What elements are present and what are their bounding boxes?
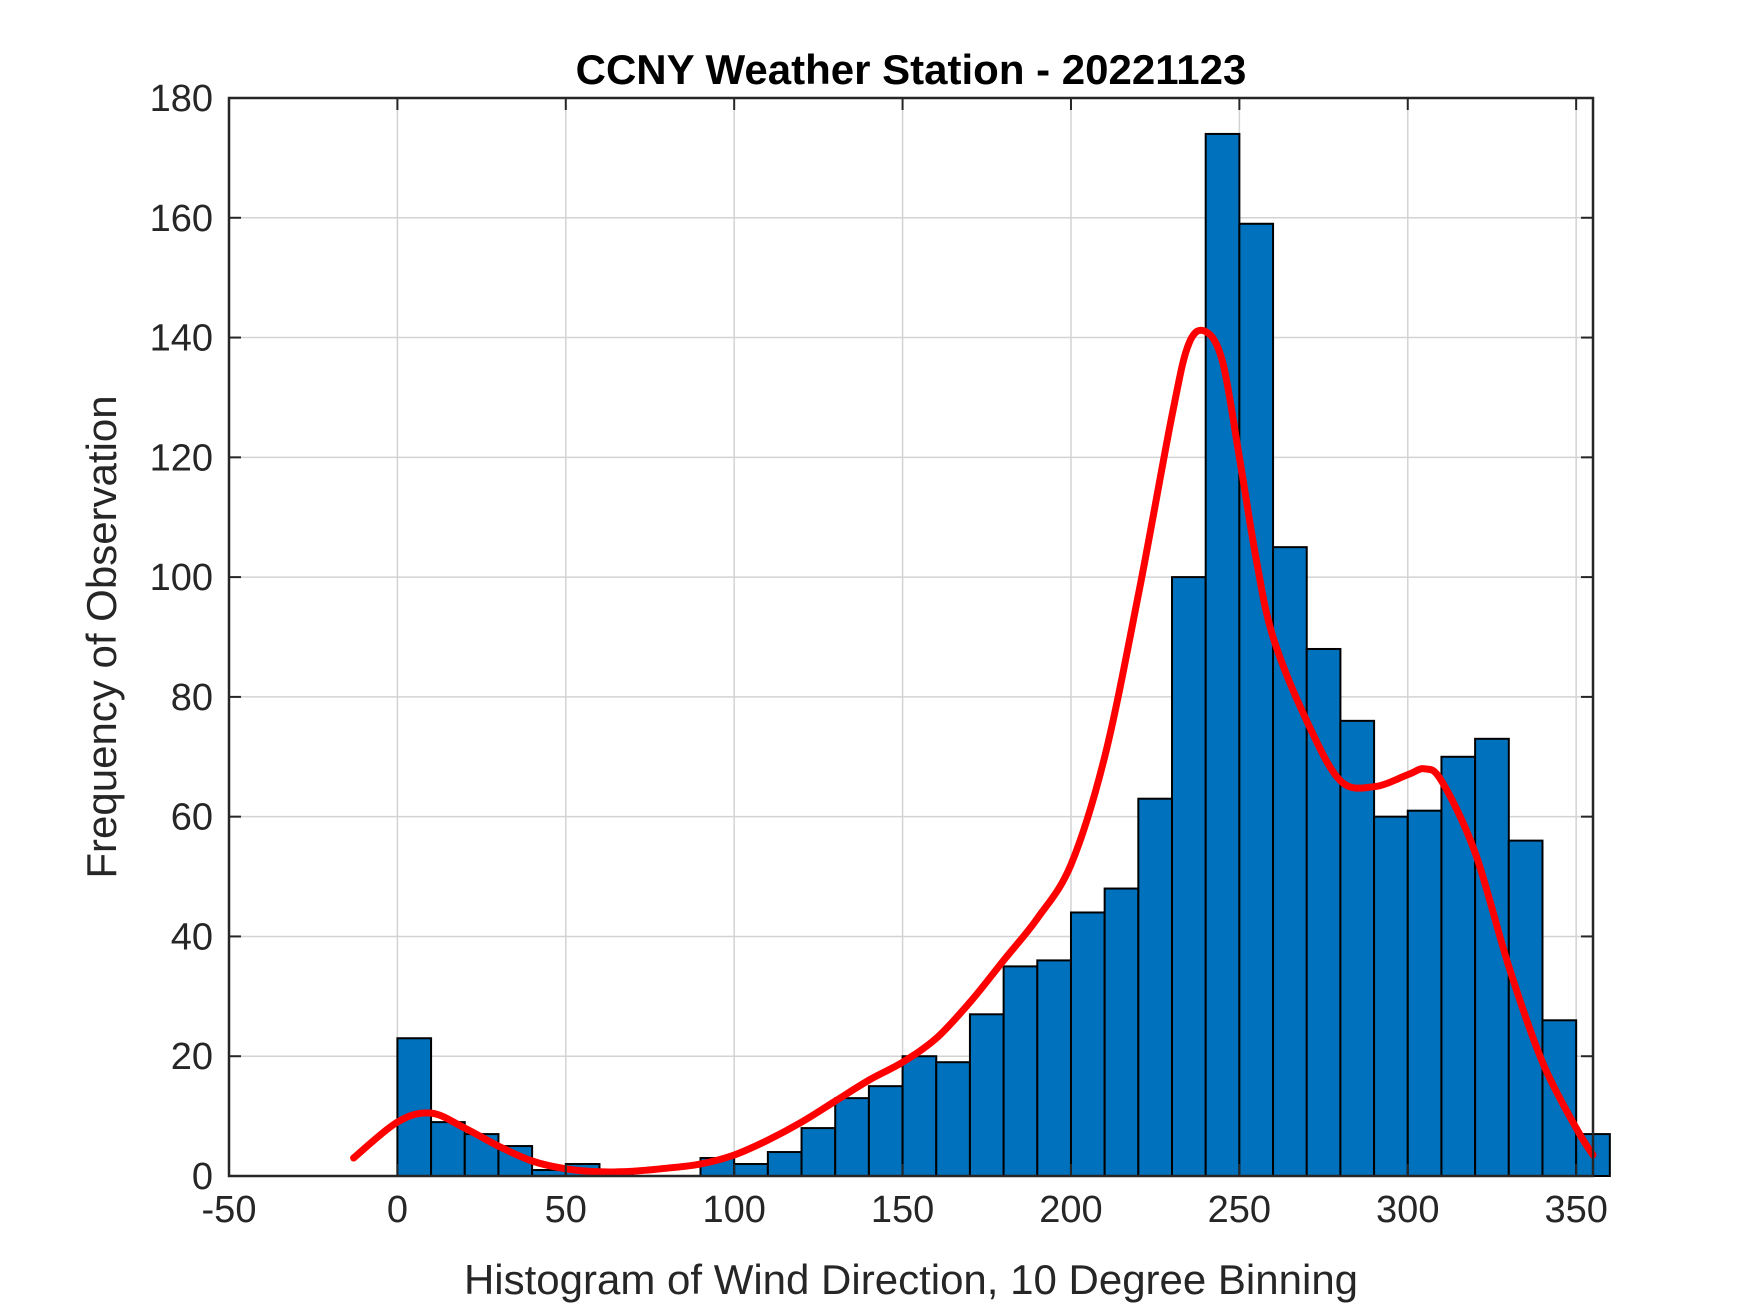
- y-tick-label: 40: [171, 916, 213, 958]
- histogram-bar: [1204, 132, 1241, 1177]
- axis-ticks: [228, 97, 1593, 1177]
- histogram-bars: [396, 132, 1611, 1178]
- histogram-bar: [834, 1097, 870, 1177]
- histogram-bar: [1002, 965, 1039, 1178]
- histogram-bar: [968, 1013, 1005, 1177]
- x-tick-label: 100: [702, 1189, 765, 1231]
- y-tick-label: 140: [150, 318, 213, 360]
- x-tick-label: 150: [871, 1189, 934, 1231]
- density-curve: [350, 326, 1597, 1176]
- x-tick-label: 250: [1208, 1189, 1271, 1231]
- chart-title: CCNY Weather Station - 20221123: [576, 46, 1247, 93]
- x-tick-label: 0: [387, 1189, 408, 1231]
- histogram-bar: [935, 1061, 971, 1177]
- histogram-bar: [901, 1055, 938, 1177]
- y-tick-labels: 0 20 40 60 80 100 120 140 160 180: [150, 78, 213, 1198]
- histogram-bar: [1137, 797, 1174, 1177]
- histogram-bar: [766, 1151, 803, 1177]
- histogram-bar: [1507, 839, 1544, 1177]
- histogram-bar: [1238, 222, 1275, 1177]
- x-tick-label: 300: [1376, 1189, 1439, 1231]
- y-axis-label: Frequency of Observation: [78, 395, 125, 878]
- y-tick-label: 20: [171, 1036, 213, 1078]
- histogram-bar: [1373, 815, 1409, 1178]
- x-tick-label: 200: [1039, 1189, 1102, 1231]
- y-tick-label: 60: [171, 797, 213, 839]
- histogram-bar: [1406, 809, 1443, 1178]
- histogram-bar: [733, 1163, 769, 1177]
- y-tick-label: 100: [150, 557, 213, 599]
- histogram-bar: [867, 1085, 904, 1177]
- histogram-bar: [1103, 887, 1140, 1177]
- histogram-bar: [1036, 959, 1072, 1178]
- histogram-bar: [1171, 576, 1207, 1177]
- y-tick-label: 0: [192, 1156, 213, 1198]
- x-axis-label: Histogram of Wind Direction, 10 Degree B…: [464, 1256, 1358, 1303]
- x-tick-labels: -50 0 50 100 150 200 250 300 350: [202, 1189, 1608, 1231]
- x-tick-label: 350: [1544, 1189, 1607, 1231]
- y-tick-label: 160: [150, 198, 213, 240]
- y-tick-label: 80: [171, 677, 213, 719]
- histogram-bar: [396, 1037, 433, 1178]
- histogram-bar: [800, 1127, 837, 1177]
- histogram-bar: [430, 1121, 466, 1177]
- y-tick-label: 180: [150, 78, 213, 120]
- x-tick-label: 50: [545, 1189, 587, 1231]
- plot-frame: [227, 96, 1595, 1178]
- histogram-bar: [1069, 911, 1106, 1177]
- y-tick-label: 120: [150, 437, 213, 479]
- x-tick-label: -50: [202, 1189, 257, 1231]
